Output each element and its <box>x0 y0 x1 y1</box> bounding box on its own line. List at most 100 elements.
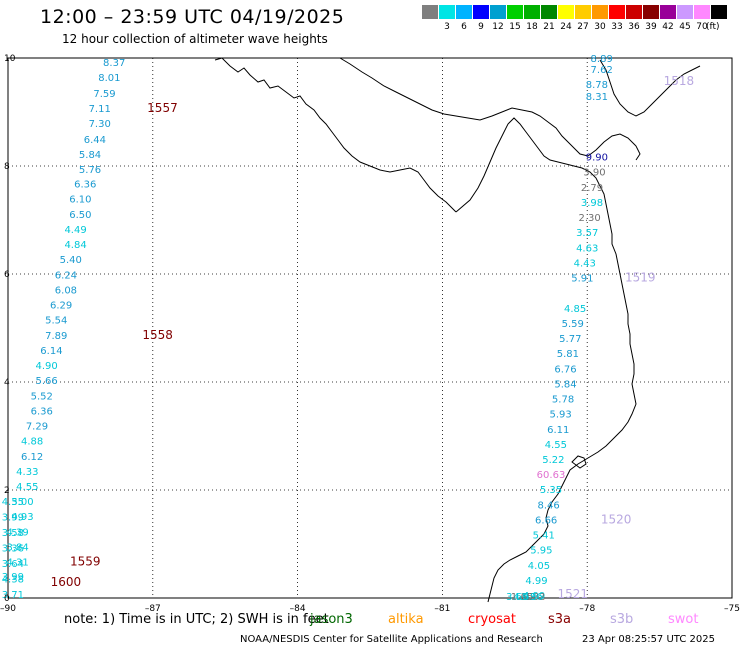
scale-swatch <box>524 5 540 19</box>
wave-height-label: 5.95 <box>530 546 552 557</box>
wave-height-label: 6.24 <box>55 270 77 281</box>
page-subtitle: 12 hour collection of altimeter wave hei… <box>62 32 328 46</box>
wave-height-label: 7.30 <box>89 119 111 130</box>
y-tick-label: 2 <box>4 486 10 496</box>
wave-height-label: 7.59 <box>93 89 115 100</box>
wave-height-label: 9.90 <box>586 153 608 164</box>
wave-height-label: 5.91 <box>571 274 593 285</box>
wave-height-label: 3.57 <box>576 228 598 239</box>
map-frame <box>7 57 733 599</box>
pass-time-label: 1557 <box>147 101 178 115</box>
wave-height-label: 6.08 <box>55 285 77 296</box>
x-tick-label: –78 <box>579 604 595 614</box>
wave-height-label: 5.00 <box>11 497 33 508</box>
scale-label: 36 <box>628 22 640 32</box>
wave-height-label: 4.85 <box>564 304 586 315</box>
wave-height-label: 6.66 <box>535 515 557 526</box>
scale-label: 15 <box>509 22 521 32</box>
wave-height-label: 8.37 <box>103 58 125 69</box>
scale-label: 27 <box>577 22 589 32</box>
wave-height-label: 5.40 <box>60 255 82 266</box>
scale-swatch <box>473 5 489 19</box>
wave-height-label: 4.49 <box>64 225 86 236</box>
scale-swatch <box>507 5 523 19</box>
pass-time-label: 1558 <box>142 328 173 342</box>
satellite-name: swot <box>668 612 699 627</box>
x-tick-label: –75 <box>724 604 740 614</box>
scale-swatch <box>490 5 506 19</box>
scale-swatch <box>422 5 438 19</box>
x-tick-label: –84 <box>290 604 306 614</box>
scale-label: 42 <box>662 22 674 32</box>
wave-height-label: 3.99 <box>2 513 24 524</box>
scale-label: 9 <box>478 22 484 32</box>
scale-swatch <box>558 5 574 19</box>
wave-height-label: 5.52 <box>31 391 53 402</box>
wave-height-label: 5.66 <box>35 376 57 387</box>
wave-height-label: 4.90 <box>35 361 57 372</box>
wave-height-label: 5.84 <box>554 379 576 390</box>
wave-height-label: 1.65 <box>511 592 533 603</box>
wave-height-label: 5.35 <box>540 485 562 496</box>
pass-time-label: 1520 <box>601 512 632 526</box>
wave-height-label: 4.99 <box>525 576 547 587</box>
pass-time-label: 1559 <box>70 555 101 569</box>
pass-time-label: 1521 <box>557 587 588 601</box>
scale-label: 12 <box>492 22 504 32</box>
scale-label: 30 <box>594 22 606 32</box>
wave-height-label: 5.22 <box>542 455 564 466</box>
wave-height-label: 5.77 <box>559 334 581 345</box>
wave-height-label: 3.69 <box>506 592 528 603</box>
coastline-caribbean-rim <box>599 59 701 117</box>
wave-height-label: 6.10 <box>69 195 91 206</box>
wave-height-label: 6.36 <box>74 180 96 191</box>
wave-height-label: 6.76 <box>554 364 576 375</box>
wave-height-label: 5.84 <box>79 150 101 161</box>
scale-unit: (ft) <box>706 22 720 32</box>
wave-height-label: 3.98 <box>581 198 603 209</box>
scale-label: 33 <box>611 22 623 32</box>
credit-line: NOAA/NESDIS Center for Satellite Applica… <box>240 634 543 645</box>
wave-height-label: 8.31 <box>586 92 608 103</box>
wave-height-label: 3.84 <box>7 542 29 553</box>
wave-height-label: 6.50 <box>69 210 91 221</box>
scale-label: 6 <box>461 22 467 32</box>
y-tick-label: 10 <box>4 54 16 64</box>
wave-height-label: 5.59 <box>562 319 584 330</box>
wave-height-label: 6.12 <box>21 452 43 463</box>
wave-height-label: 4.39 <box>7 527 29 538</box>
wave-height-label: 5.41 <box>533 531 555 542</box>
wave-height-label: 4.93 <box>11 512 33 523</box>
scale-label: 3 <box>444 22 450 32</box>
scale-swatch <box>456 5 472 19</box>
scale-swatch <box>694 5 710 19</box>
scale-swatch <box>711 5 727 19</box>
wave-height-label: 4.02 <box>513 592 535 603</box>
wave-height-label: 4.31 <box>7 558 29 569</box>
x-tick-label: –87 <box>145 604 161 614</box>
wave-height-label: 4.05 <box>528 561 550 572</box>
wave-height-label: 3.90 <box>583 168 605 179</box>
scale-label: 45 <box>679 22 691 32</box>
axis-tick-labels: –90 –87 –84 –81 –78 –75 0 2 4 6 8 10 <box>0 54 740 614</box>
map-grid <box>7 57 733 599</box>
wave-height-label: 4.33 <box>16 467 38 478</box>
wave-height-label: 6.44 <box>84 135 106 146</box>
wave-height-label: 7.11 <box>89 104 111 115</box>
scale-swatch <box>660 5 676 19</box>
scale-swatch <box>439 5 455 19</box>
wave-height-label: 6.14 <box>40 346 62 357</box>
scale-label: 39 <box>645 22 657 32</box>
wave-height-label: 8.89 <box>591 54 613 65</box>
scale-label: 70 <box>696 22 708 32</box>
page-title: 12:00 – 23:59 UTC 04/19/2025 <box>40 6 345 28</box>
scale-swatch <box>609 5 625 19</box>
generation-timestamp: 23 Apr 08:25:57 UTC 2025 <box>582 634 715 645</box>
wave-height-label: 3.86 <box>521 592 543 603</box>
coastline-north <box>214 57 457 213</box>
wave-height-label: 3.64 <box>2 559 24 570</box>
scale-label: 18 <box>526 22 538 32</box>
wave-height-label: 5.54 <box>45 316 67 327</box>
wave-height-label: 4.55 <box>545 440 567 451</box>
wave-height-label: 3.58 <box>2 528 24 539</box>
